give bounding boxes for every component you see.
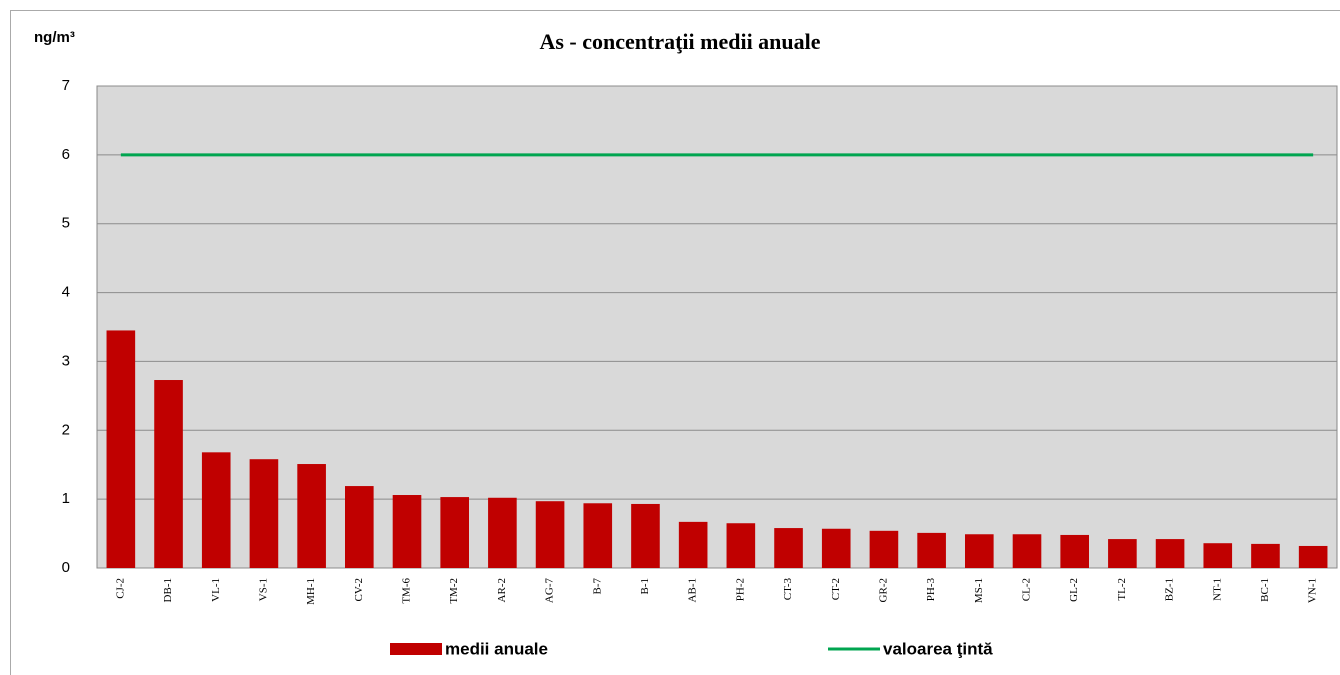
bar bbox=[297, 464, 326, 568]
bar bbox=[631, 503, 660, 568]
chart-title: As - concentraţii medii anuale bbox=[539, 29, 820, 54]
y-tick-label: 5 bbox=[62, 215, 70, 232]
bar bbox=[154, 380, 183, 568]
x-tick-label: BC-1 bbox=[1259, 578, 1271, 602]
x-tick-label: VS-1 bbox=[257, 578, 269, 601]
legend-label: medii anuale bbox=[445, 639, 548, 658]
bar bbox=[106, 330, 136, 568]
x-tick-label: DB-1 bbox=[162, 578, 174, 602]
bar bbox=[917, 532, 946, 568]
bar bbox=[869, 530, 899, 568]
x-tick-label: CJ-2 bbox=[114, 578, 126, 599]
x-tick-label: VL-1 bbox=[210, 578, 222, 602]
bar bbox=[1108, 539, 1137, 568]
x-tick-label: TL-2 bbox=[1116, 578, 1128, 601]
x-tick-label: CT-2 bbox=[830, 578, 842, 600]
x-tick-label: AG-7 bbox=[544, 578, 556, 604]
bar bbox=[1251, 543, 1280, 568]
bar bbox=[1012, 534, 1042, 568]
x-tick-label: PH-2 bbox=[734, 578, 746, 601]
bar bbox=[583, 503, 613, 568]
x-tick-label: MS-1 bbox=[973, 578, 985, 603]
bar bbox=[965, 534, 994, 568]
legend-swatch bbox=[390, 643, 442, 655]
bar bbox=[774, 528, 803, 568]
x-tick-label: PH-3 bbox=[925, 578, 937, 602]
x-tick-label: B-7 bbox=[591, 578, 603, 595]
y-tick-label: 7 bbox=[62, 77, 70, 94]
x-tick-label: BZ-1 bbox=[1164, 578, 1176, 601]
y-tick-label: 1 bbox=[62, 490, 70, 507]
bar bbox=[1298, 545, 1328, 568]
x-tick-label: NT-1 bbox=[1211, 578, 1223, 601]
bar bbox=[440, 497, 469, 568]
y-axis-label: ng/m³ bbox=[34, 29, 75, 46]
bar bbox=[678, 521, 708, 568]
x-tick-label: CV-2 bbox=[353, 578, 365, 601]
bar bbox=[201, 452, 231, 568]
x-tick-label: VN-1 bbox=[1307, 578, 1319, 603]
bar bbox=[535, 501, 565, 568]
x-tick-label: GR-2 bbox=[877, 578, 889, 602]
x-tick-label: AB-1 bbox=[687, 578, 699, 602]
y-tick-label: 0 bbox=[62, 559, 70, 576]
y-tick-label: 2 bbox=[62, 421, 70, 438]
bar bbox=[392, 495, 422, 568]
bar bbox=[1203, 543, 1233, 568]
y-tick-label: 4 bbox=[62, 284, 70, 301]
y-tick-label: 3 bbox=[62, 352, 70, 369]
x-tick-label: TM-2 bbox=[448, 578, 460, 604]
bar bbox=[488, 497, 517, 568]
x-tick-label: MH-1 bbox=[305, 578, 317, 605]
legend-label: valoarea ţintă bbox=[883, 639, 993, 658]
y-tick-label: 6 bbox=[62, 146, 70, 163]
x-tick-label: GL-2 bbox=[1068, 578, 1080, 602]
x-tick-label: AR-2 bbox=[496, 578, 508, 602]
bar bbox=[726, 523, 756, 568]
bar bbox=[1060, 534, 1089, 568]
x-tick-label: CT-3 bbox=[782, 578, 794, 601]
bar bbox=[1155, 539, 1185, 568]
x-tick-label: B-1 bbox=[639, 578, 651, 595]
bar bbox=[345, 486, 374, 568]
bar bbox=[249, 459, 279, 568]
plot-area bbox=[96, 85, 1338, 569]
bar bbox=[821, 528, 851, 568]
x-tick-label: TM-6 bbox=[401, 578, 413, 604]
x-tick-label: CL-2 bbox=[1021, 578, 1033, 601]
